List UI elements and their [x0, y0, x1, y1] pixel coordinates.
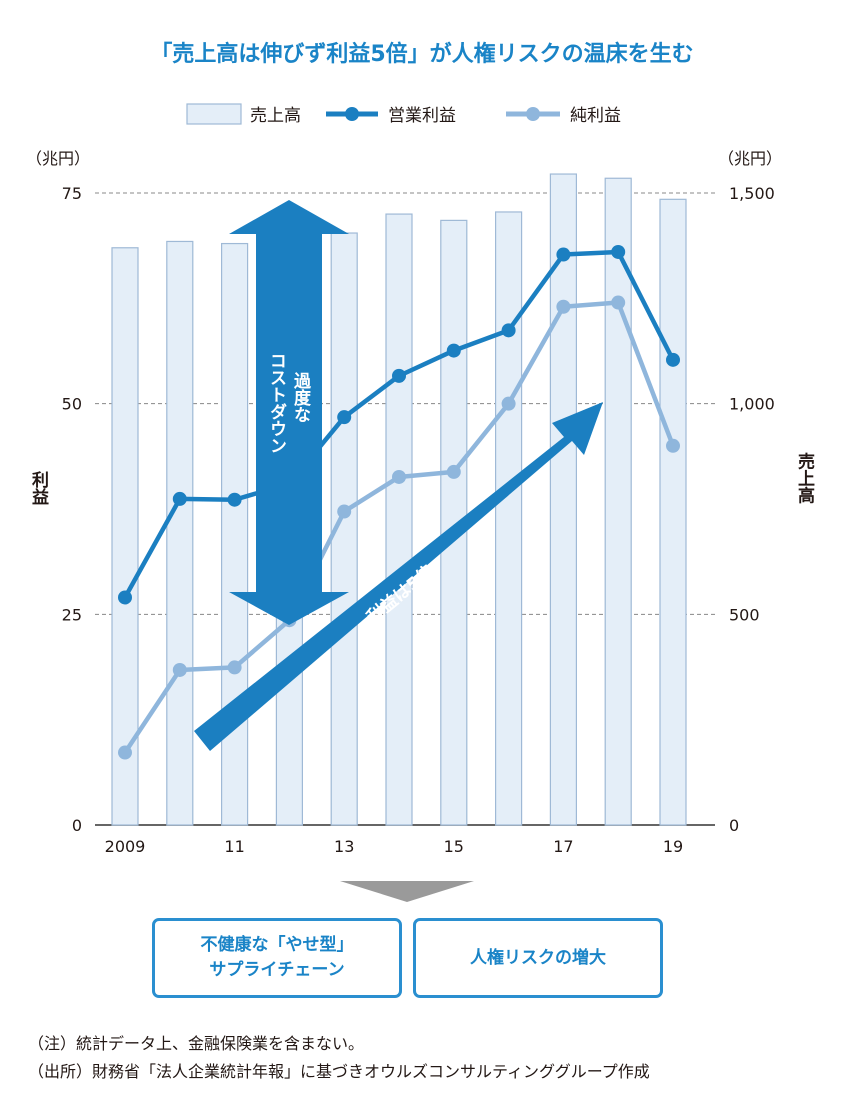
outcome-2-line1: 人権リスクの増大	[470, 947, 606, 968]
chart-title: 「売上高は伸びず利益5倍」が人権リスクの温床を生む	[150, 41, 693, 67]
operating-profit-point-2015	[446, 343, 461, 358]
net-profit-point-2011	[227, 660, 242, 675]
legend-operating-marker	[345, 107, 359, 121]
right-tick-label: 1,500	[729, 184, 775, 203]
x-tick-label: 2009	[105, 837, 146, 856]
operating-profit-point-2017	[556, 247, 571, 262]
outcome-1-line2: サプライチェーン	[209, 960, 345, 980]
x-tick-label: 19	[663, 837, 683, 856]
right-axis-name: 売上高	[794, 451, 815, 504]
cost-down-arrow-shape	[229, 200, 349, 625]
left-axis-name: 利益	[28, 470, 49, 505]
operating-profit-point-2010	[172, 491, 187, 506]
right-tick-label: 1,000	[729, 395, 775, 414]
sales-bars	[111, 173, 687, 826]
operating-profit-point-2013	[337, 410, 352, 425]
net-profit-point-2010	[172, 662, 187, 677]
down-triangle-icon	[340, 881, 474, 902]
outcome-box-unhealthy-supply-chain: 不健康な「やせ型」 サプライチェーン	[152, 918, 402, 998]
left-axis-unit: （兆円）	[26, 149, 90, 168]
axis-ticks: 0 25 50 75 0 500 1,000 1,500 2009 11 13 15 17 19	[62, 184, 775, 856]
legend-operating-label: 営業利益	[388, 106, 456, 126]
operating-profit-point-2019	[666, 352, 680, 367]
footnote-source: （出所）財務省「法人企業統計年報」に基づきオウルズコンサルティンググループ作成	[28, 1062, 650, 1081]
outcome-1-line1: 不健康な「やせ型」	[200, 935, 354, 956]
net-profit-point-2014	[392, 469, 406, 484]
sales-bar-2010	[166, 240, 194, 826]
operating-profit-point-2011	[227, 492, 242, 507]
legend: 売上高 営業利益 純利益	[186, 103, 621, 126]
net-profit-point-2013	[337, 504, 352, 519]
cost-down-label-line1: 過度な	[290, 372, 311, 423]
net-profit-point-2015	[446, 464, 461, 479]
net-profit-point-2019	[666, 438, 680, 453]
sales-bar-2011	[221, 242, 249, 826]
legend-sales-swatch	[186, 103, 242, 125]
left-tick-label: 0	[72, 816, 82, 835]
net-profit-point-2017	[556, 299, 571, 314]
profit-arrow-shape	[194, 402, 603, 751]
right-axis-unit: （兆円）	[718, 149, 782, 168]
sales-bar-2018	[604, 177, 632, 826]
operating-profit-point-2018	[611, 244, 626, 259]
cost-down-double-arrow: 過度な コストダウン	[229, 200, 349, 625]
operating-profit-point-2009	[118, 590, 132, 605]
legend-net-label: 純利益	[570, 106, 621, 126]
net-profit-point-2009	[118, 745, 132, 760]
sales-bar-2019	[659, 198, 687, 826]
x-tick-label: 11	[224, 837, 244, 856]
operating-profit-point-2014	[392, 368, 406, 383]
x-tick-label: 13	[334, 837, 354, 856]
x-tick-label: 17	[553, 837, 573, 856]
left-tick-label: 50	[62, 395, 82, 414]
outcome-box-human-rights-risk: 人権リスクの増大	[413, 918, 663, 998]
sales-bar-2017	[549, 173, 578, 826]
footnote-note: （注）統計データ上、金融保険業を含まない。	[28, 1034, 365, 1053]
cost-down-label-line2: コストダウン	[266, 352, 287, 454]
legend-sales-label: 売上高	[250, 106, 301, 126]
sales-bar-2014	[385, 213, 413, 826]
net-profit-point-2016	[501, 396, 516, 411]
x-tick-label: 15	[444, 837, 464, 856]
legend-net-marker	[526, 107, 540, 121]
right-tick-label: 500	[729, 605, 760, 624]
right-tick-label: 0	[729, 816, 739, 835]
net-profit-point-2018	[611, 295, 626, 310]
left-tick-label: 25	[62, 605, 82, 624]
sales-bar-2016	[495, 211, 523, 826]
sales-bar-2009	[111, 247, 139, 826]
operating-profit-point-2016	[501, 323, 516, 338]
left-tick-label: 75	[62, 184, 82, 203]
